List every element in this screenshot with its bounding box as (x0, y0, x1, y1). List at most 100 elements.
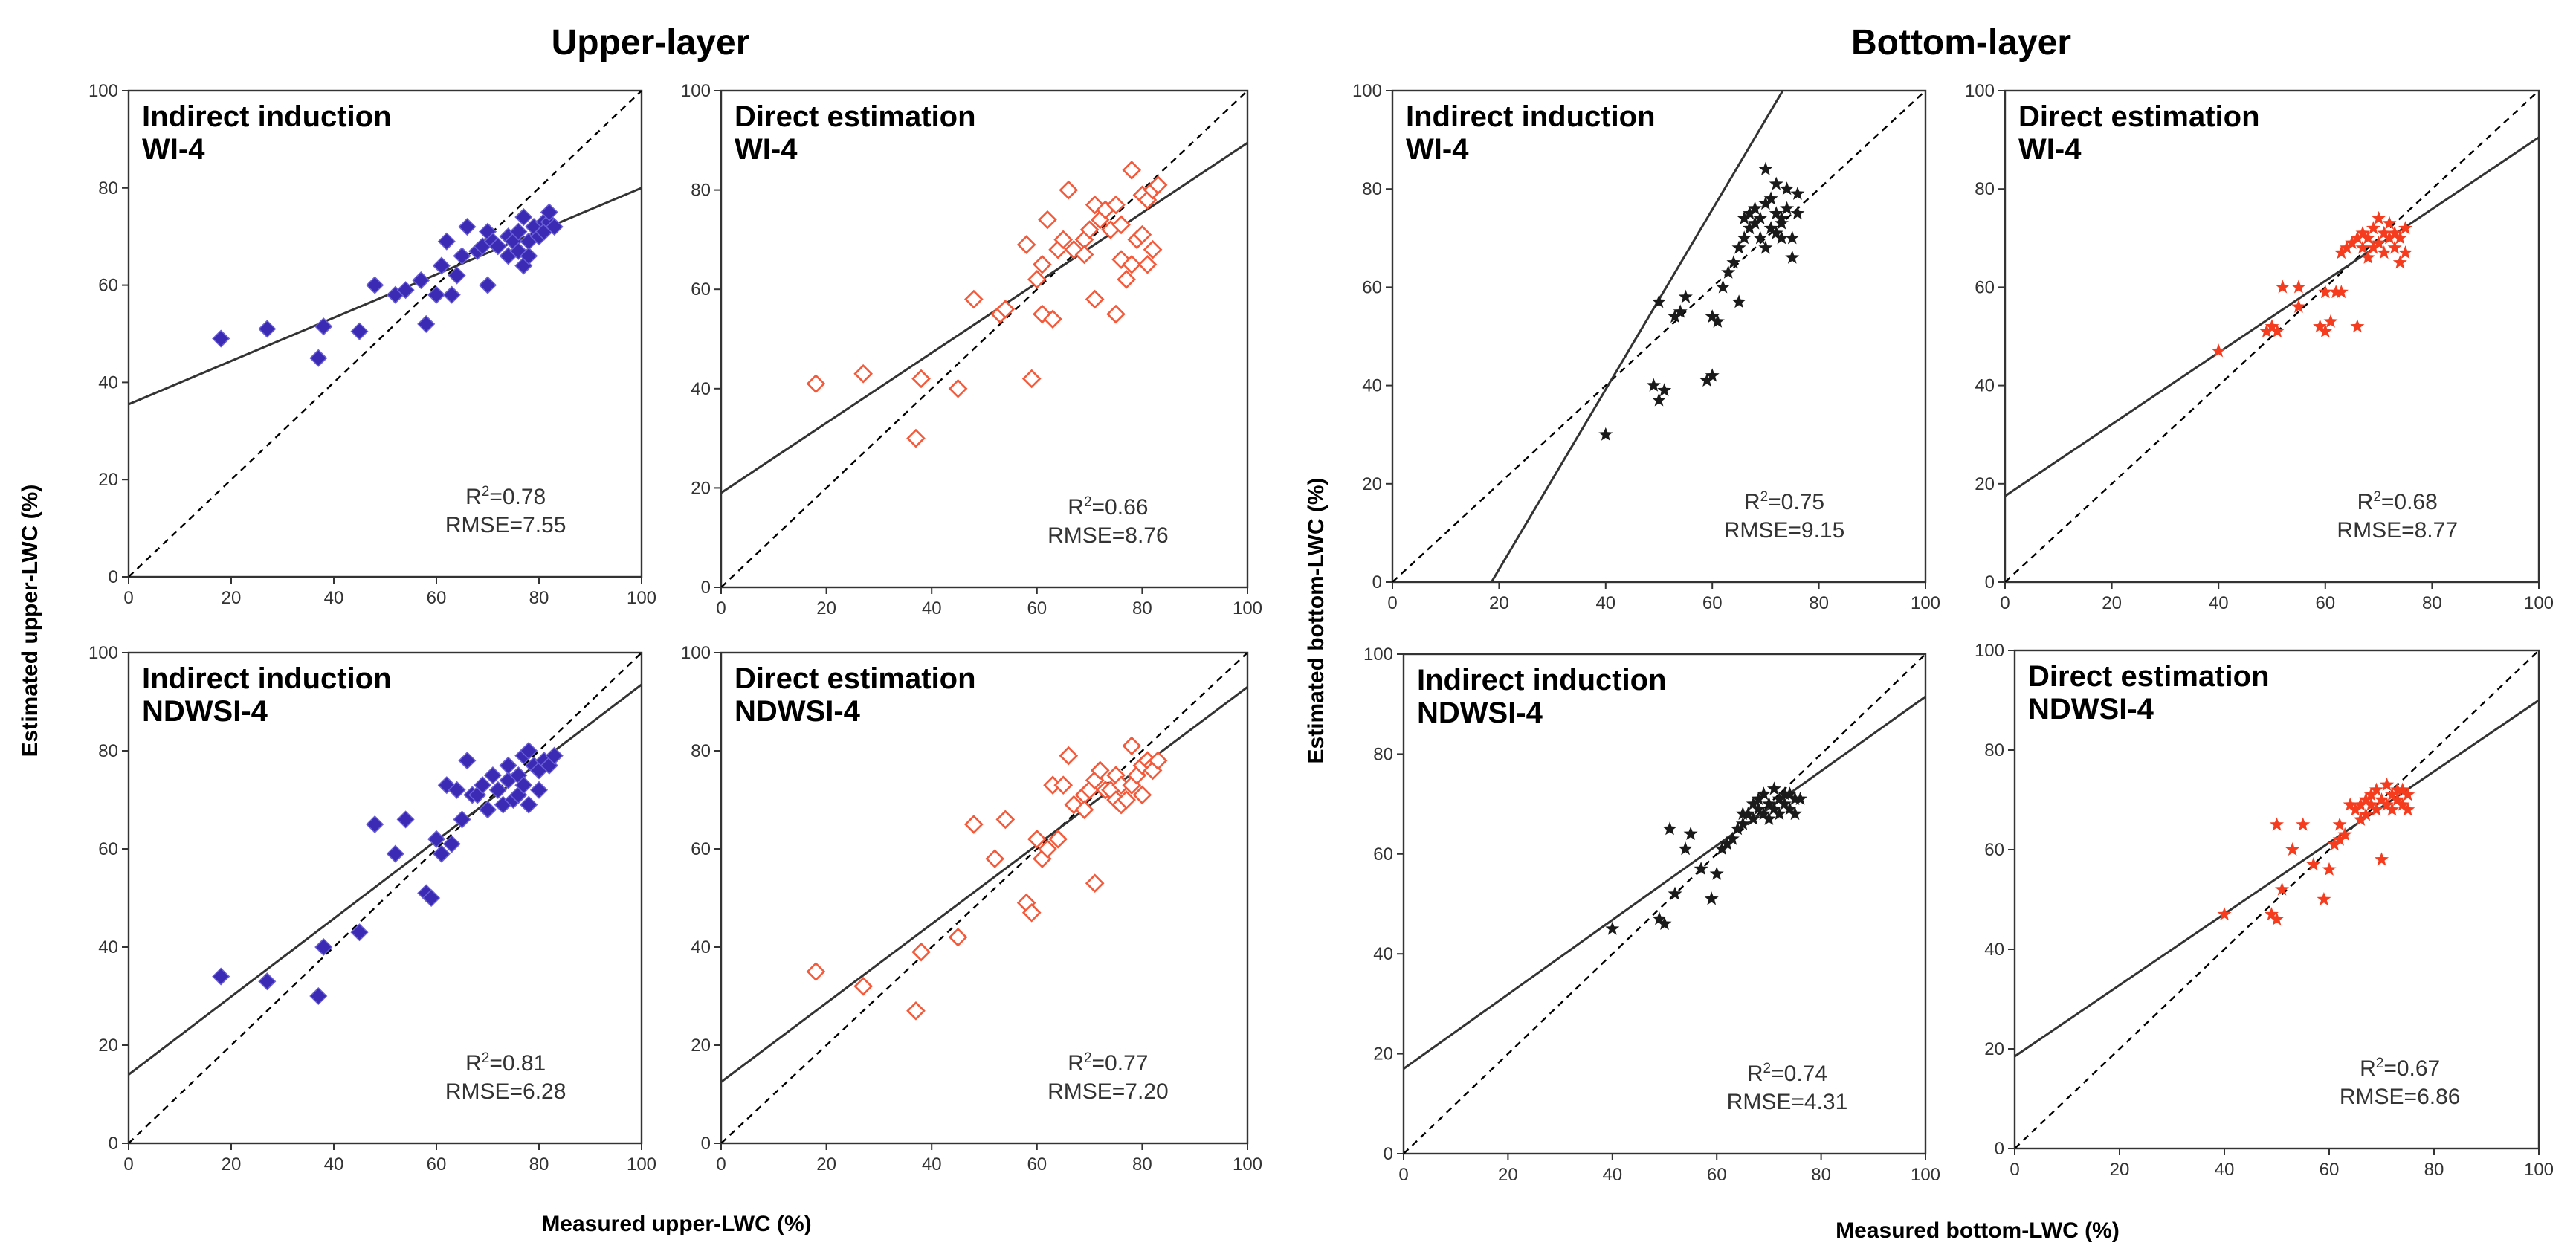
data-point (1725, 831, 1740, 845)
rmse-stat: RMSE=8.76 (1047, 523, 1169, 548)
method-label: Direct estimation (2018, 100, 2260, 133)
data-point (2259, 323, 2274, 337)
panel-upper-direct-wi4: 00 20 20 40 40 60 60 80 80 100 100 Direct estimatio… (681, 81, 1262, 618)
r-squared-stat: R2=0.67 (2360, 1056, 2440, 1081)
y-tick-label: 40 (1362, 376, 1382, 396)
data-point (1735, 807, 1750, 821)
x-tick-label: 80 (1132, 1154, 1152, 1175)
data-point (1780, 181, 1795, 196)
data-point (1652, 911, 1667, 925)
regression-line (129, 683, 642, 1076)
y-tick-label: 60 (1975, 277, 1995, 297)
data-point (2382, 216, 2397, 230)
data-point (474, 776, 492, 795)
data-point (2345, 235, 2360, 249)
data-point (1777, 796, 1792, 810)
data-point (1748, 216, 1763, 230)
data-point (1148, 751, 1168, 771)
r-squared-stat: R2=0.74 (1747, 1061, 1827, 1086)
data-point (478, 276, 497, 294)
y-tick-label: 0 (109, 567, 118, 587)
data-point (806, 962, 826, 981)
plot-frame (127, 89, 643, 578)
data-point (2318, 323, 2333, 337)
data-point (1122, 736, 1142, 756)
data-point (309, 349, 328, 367)
x-tick-label: 0 (716, 598, 726, 618)
data-point (309, 986, 328, 1006)
y-tick-label: 40 (1975, 376, 1995, 396)
data-point (1735, 816, 1750, 830)
one-to-one-line (1392, 91, 1925, 582)
data-point (2380, 777, 2395, 791)
data-point (2264, 907, 2279, 921)
data-point (2328, 285, 2343, 299)
data-point (1059, 180, 1079, 200)
data-point (2353, 812, 2368, 826)
one-to-one-line (2015, 650, 2539, 1148)
data-point (412, 271, 430, 290)
data-point (906, 1001, 926, 1021)
y-tick-label: 20 (98, 470, 118, 490)
data-point (1772, 807, 1786, 821)
data-point (1048, 829, 1068, 849)
data-point (448, 266, 466, 285)
data-point (2363, 797, 2378, 811)
data-point (2369, 802, 2383, 816)
data-point (2353, 797, 2368, 811)
data-point (2366, 240, 2380, 254)
data-point (2340, 240, 2354, 254)
data-point (396, 810, 415, 829)
data-point (1769, 225, 1783, 239)
data-point (1059, 746, 1079, 766)
data-point (1074, 245, 1094, 265)
data-point (458, 752, 477, 770)
data-point (396, 281, 415, 300)
one-to-one-line (129, 91, 642, 577)
data-point (1694, 862, 1708, 876)
data-point (2343, 797, 2357, 811)
data-point (1704, 891, 1719, 905)
upper-layer-title: Upper-layer (552, 23, 750, 62)
data-point (906, 428, 926, 448)
data-point (2360, 250, 2375, 264)
r-squared-stat: R2=0.66 (1068, 494, 1148, 520)
data-point (2275, 882, 2290, 896)
x-tick-label: 60 (427, 1154, 447, 1175)
data-point (1132, 224, 1152, 245)
x-tick-label: 100 (2524, 1160, 2554, 1180)
upper-y-axis-title: Estimated upper-LWC (%) (18, 485, 42, 757)
data-point (1731, 240, 1746, 254)
data-point (1038, 839, 1057, 859)
y-tick-label: 60 (691, 280, 711, 300)
data-point (499, 756, 517, 775)
data-point (258, 972, 277, 991)
y-tick-label: 100 (681, 81, 711, 101)
data-point (453, 247, 471, 265)
data-point (2332, 832, 2347, 846)
y-tick-label: 40 (691, 379, 711, 399)
data-point (545, 218, 564, 236)
data-point (432, 256, 451, 275)
x-tick-label: 20 (816, 1154, 836, 1175)
y-tick-label: 40 (1984, 940, 2004, 960)
data-point (1790, 186, 1805, 200)
data-point (1756, 786, 1771, 801)
data-point (1758, 161, 1773, 175)
data-point (1785, 250, 1800, 264)
rmse-stat: RMSE=7.55 (445, 513, 566, 537)
data-point (1774, 230, 1789, 245)
x-tick-label: 60 (1707, 1165, 1727, 1185)
data-point (1783, 801, 1797, 815)
rmse-stat: RMSE=4.31 (1727, 1090, 1848, 1114)
data-point (417, 314, 436, 333)
data-point (1148, 175, 1168, 195)
data-point (2334, 245, 2349, 259)
data-point (2332, 817, 2347, 831)
plot-frame (127, 651, 643, 1145)
data-point (2296, 817, 2311, 831)
data-point (437, 232, 456, 251)
data-point (1788, 807, 1802, 821)
data-point (1753, 210, 1768, 224)
x-tick-label: 20 (222, 588, 242, 608)
